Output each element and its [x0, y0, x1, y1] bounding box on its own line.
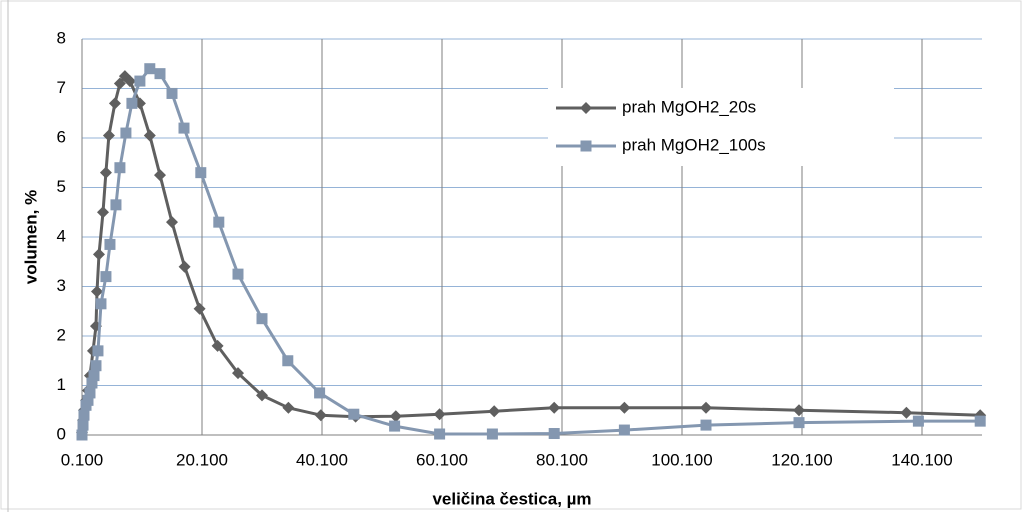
marker	[113, 77, 126, 90]
marker	[126, 97, 138, 109]
marker	[134, 75, 146, 87]
marker	[793, 404, 805, 417]
marker	[110, 199, 122, 211]
x-tick-label: 0.100	[61, 450, 104, 469]
y-tick-label: 2	[57, 325, 66, 344]
marker	[314, 409, 327, 422]
marker	[548, 401, 561, 414]
marker	[213, 216, 225, 228]
marker	[314, 387, 326, 399]
marker	[92, 248, 105, 261]
y-tick-label: 7	[57, 78, 66, 97]
marker	[108, 97, 121, 110]
marker	[282, 355, 294, 367]
marker	[144, 63, 156, 75]
marker	[256, 313, 268, 325]
marker	[77, 419, 89, 431]
marker	[78, 409, 90, 421]
marker	[793, 417, 805, 429]
marker	[178, 122, 190, 134]
marker	[433, 408, 446, 421]
y-tick-label: 8	[57, 28, 66, 47]
marker	[178, 260, 191, 273]
legend-box	[548, 88, 894, 166]
marker	[91, 285, 103, 298]
y-tick-label: 6	[57, 127, 66, 146]
marker	[912, 415, 924, 427]
x-tick-label: 80.100	[536, 450, 588, 469]
marker	[900, 406, 913, 419]
marker	[434, 428, 446, 440]
marker	[195, 167, 207, 179]
x-tick-label: 100.100	[651, 450, 712, 469]
x-tick-label: 120.100	[771, 450, 832, 469]
marker	[90, 360, 102, 372]
marker	[123, 75, 136, 88]
marker	[618, 424, 630, 436]
marker	[92, 345, 104, 357]
marker	[100, 271, 112, 283]
x-tick-label: 60.100	[416, 450, 468, 469]
marker	[114, 162, 126, 174]
marker	[86, 377, 98, 389]
marker	[974, 415, 986, 427]
marker	[488, 405, 501, 418]
marker	[143, 129, 156, 142]
marker	[166, 216, 178, 229]
y-tick-label: 1	[57, 375, 66, 394]
marker	[232, 367, 244, 380]
marker	[348, 408, 360, 420]
marker	[232, 268, 244, 280]
x-tick-label: 40.100	[296, 450, 348, 469]
marker	[211, 339, 224, 352]
marker	[84, 387, 96, 399]
marker	[88, 370, 100, 382]
marker	[95, 298, 107, 310]
marker	[102, 129, 115, 142]
marker	[389, 420, 401, 432]
marker	[82, 394, 94, 406]
legend-label: prah MgOH2_100s	[622, 135, 766, 154]
marker	[154, 169, 166, 182]
x-tick-label: 140.100	[891, 450, 952, 469]
marker	[700, 401, 712, 414]
x-axis-label: veličina čestica, µm	[432, 489, 591, 508]
marker	[166, 87, 178, 99]
marker	[282, 401, 295, 414]
marker	[97, 206, 109, 219]
marker	[486, 428, 498, 440]
marker	[154, 68, 166, 80]
x-tick-label: 20.100	[176, 450, 228, 469]
y-tick-label: 3	[57, 276, 66, 295]
marker	[548, 428, 560, 440]
marker	[580, 140, 592, 152]
y-tick-label: 0	[57, 424, 66, 443]
y-tick-label: 4	[57, 226, 66, 245]
marker	[618, 401, 631, 414]
marker	[256, 389, 268, 402]
legend-label: prah MgOH2_20s	[622, 97, 756, 116]
y-tick-label: 5	[57, 177, 66, 196]
marker	[120, 127, 132, 139]
marker	[76, 429, 88, 441]
y-axis-label: volumen, %	[21, 190, 40, 284]
marker	[104, 238, 116, 250]
marker	[700, 419, 712, 431]
marker	[580, 102, 592, 114]
marker	[193, 302, 206, 315]
marker	[99, 166, 112, 179]
marker	[389, 410, 402, 423]
